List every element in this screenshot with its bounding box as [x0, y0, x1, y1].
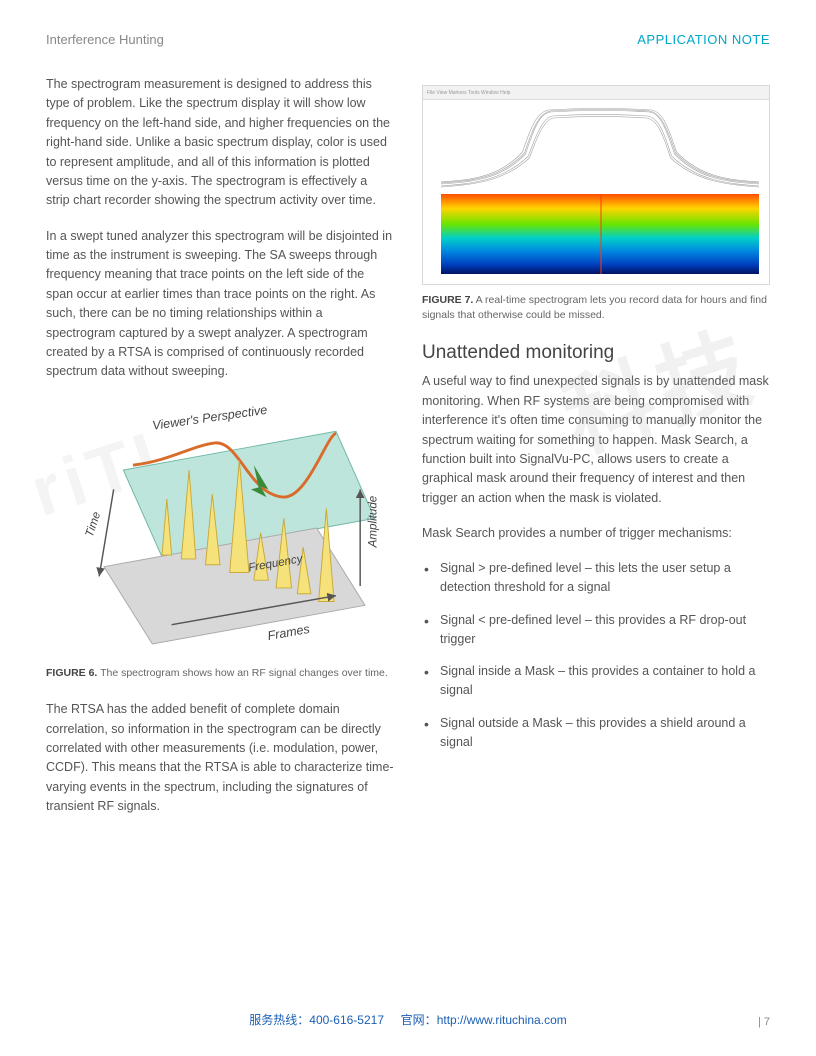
para-mask-monitoring: A useful way to find unexpected signals …: [422, 372, 770, 508]
footer-hotline-label: 服务热线：: [249, 1013, 309, 1027]
figure-6-label: FIGURE 6.: [46, 667, 97, 679]
figure-7-caption: FIGURE 7. A real-time spectrogram lets y…: [422, 293, 770, 322]
para-trigger-intro: Mask Search provides a number of trigger…: [422, 524, 770, 543]
header-doc-type: APPLICATION NOTE: [637, 32, 770, 47]
trigger-list: Signal > pre-defined level – this lets t…: [422, 559, 770, 751]
figure-7-spectrogram: File View Markers Tools Window Help: [422, 85, 770, 285]
spectrogram-trace-panel: [441, 104, 759, 194]
header-section-title: Interference Hunting: [46, 32, 164, 47]
para-spectrogram-intro: The spectrogram measurement is designed …: [46, 75, 394, 211]
figure-6-diagram: Viewer's Perspective Time Frequency Ampl…: [46, 398, 394, 658]
label-time: Time: [83, 509, 103, 538]
spectrogram-toolbar: File View Markers Tools Window Help: [423, 86, 769, 100]
figure-6-text: The spectrogram shows how an RF signal c…: [97, 667, 387, 679]
spectrogram-waterfall: [441, 194, 759, 274]
left-column: The spectrogram measurement is designed …: [46, 75, 394, 833]
trigger-item: Signal < pre-defined level – this provid…: [422, 611, 770, 649]
footer-site-label: 官网：: [401, 1013, 437, 1027]
heading-unattended-monitoring: Unattended monitoring: [422, 342, 770, 364]
page-footer: 服务热线：400-616-5217 官网：http://www.rituchin…: [0, 1011, 816, 1028]
footer-hotline: 服务热线：400-616-5217 官网：http://www.rituchin…: [249, 1011, 567, 1028]
spectrogram-screenshot: File View Markers Tools Window Help: [422, 85, 770, 285]
page-header: Interference Hunting APPLICATION NOTE: [46, 32, 770, 47]
footer-hotline-number: 400-616-5217: [309, 1013, 384, 1027]
para-swept-analyzer: In a swept tuned analyzer this spectrogr…: [46, 227, 394, 382]
page-number: | 7: [758, 1016, 770, 1028]
para-rtsa-benefit: The RTSA has the added benefit of comple…: [46, 700, 394, 816]
spectrogram-marker-line: [600, 194, 602, 274]
label-frames: Frames: [266, 621, 311, 642]
trigger-item: Signal > pre-defined level – this lets t…: [422, 559, 770, 597]
figure-7-text: A real-time spectrogram lets you record …: [422, 294, 767, 321]
label-viewers: Viewer's Perspective: [151, 402, 268, 432]
label-amplitude: Amplitude: [367, 495, 380, 548]
footer-site-link[interactable]: http://www.rituchina.com: [437, 1013, 567, 1027]
trigger-item: Signal inside a Mask – this provides a c…: [422, 662, 770, 700]
figure-6-caption: FIGURE 6. The spectrogram shows how an R…: [46, 666, 394, 681]
figure-7-label: FIGURE 7.: [422, 294, 473, 306]
right-column: File View Markers Tools Window Help: [422, 75, 770, 833]
trigger-item: Signal outside a Mask – this provides a …: [422, 714, 770, 752]
content-columns: The spectrogram measurement is designed …: [46, 75, 770, 833]
